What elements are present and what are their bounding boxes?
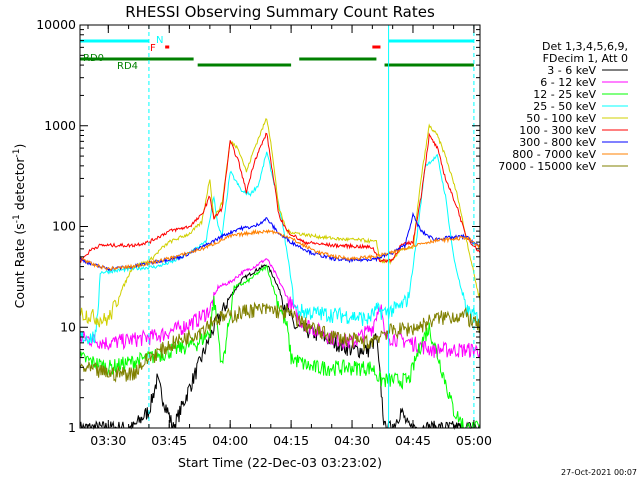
series-line-7 xyxy=(80,228,481,272)
x-tick-label-1: 03:45 xyxy=(151,433,187,448)
series-line-8 xyxy=(79,301,481,383)
y-axis-label: Count Rate (s-1 detector-1) xyxy=(12,144,27,309)
chart-title: RHESSI Observing Summary Count Rates xyxy=(125,3,435,21)
legend-label-2: 12 - 25 keV xyxy=(533,88,596,101)
flare-flag-label: F xyxy=(150,43,156,54)
legend-label-7: 800 - 7000 keV xyxy=(512,148,596,161)
y-tick-label-4: 10000 xyxy=(36,17,76,32)
series-line-6 xyxy=(79,211,481,272)
legend-label-6: 300 - 800 keV xyxy=(519,136,596,149)
rd0-flag-label: RD0 xyxy=(83,53,104,64)
x-axis-label: Start Time (22-Dec-03 03:23:02) xyxy=(178,455,382,470)
y-axis: 1 10 100 1000 10000 xyxy=(36,17,480,435)
x-tick-label-6: 05:00 xyxy=(456,433,492,448)
legend: Det 1,3,4,5,6,9,FDecim 1, Att 03 - 6 keV… xyxy=(498,40,628,173)
legend-label-8: 7000 - 15000 keV xyxy=(498,160,596,173)
timestamp: 27-Oct-2021 00:07 xyxy=(561,468,637,477)
y-tick-label-0: 1 xyxy=(68,420,76,435)
night-flag-label: N xyxy=(156,35,163,46)
legend-header-1: FDecim 1, Att 0 xyxy=(543,52,628,65)
legend-label-3: 25 - 50 keV xyxy=(533,100,596,113)
series-line-5 xyxy=(79,132,481,264)
series-line-1 xyxy=(79,258,481,358)
legend-label-0: 3 - 6 keV xyxy=(547,64,596,77)
y-tick-label-3: 1000 xyxy=(44,118,76,133)
x-tick-label-5: 04:45 xyxy=(395,433,431,448)
x-tick-label-4: 04:30 xyxy=(334,433,370,448)
legend-label-1: 6 - 12 keV xyxy=(540,76,596,89)
legend-label-4: 50 - 100 keV xyxy=(526,112,596,125)
series-lines xyxy=(79,118,481,430)
series-line-0 xyxy=(79,264,481,430)
x-axis: 03:30 03:45 04:00 04:15 04:30 04:45 05:00 xyxy=(87,25,492,448)
series-line-3 xyxy=(79,151,481,345)
legend-header-0: Det 1,3,4,5,6,9, xyxy=(542,40,628,53)
x-tick-label-3: 04:15 xyxy=(273,433,309,448)
rd4-flag-label: RD4 xyxy=(117,61,138,72)
series-line-4 xyxy=(79,118,481,328)
legend-label-5: 100 - 300 keV xyxy=(519,124,596,137)
observing-flags: NF RD0 RD4 xyxy=(80,35,474,72)
x-tick-label-0: 03:30 xyxy=(90,433,126,448)
y-tick-label-2: 100 xyxy=(52,219,76,234)
y-tick-label-1: 10 xyxy=(60,319,76,334)
x-tick-label-2: 04:00 xyxy=(212,433,248,448)
